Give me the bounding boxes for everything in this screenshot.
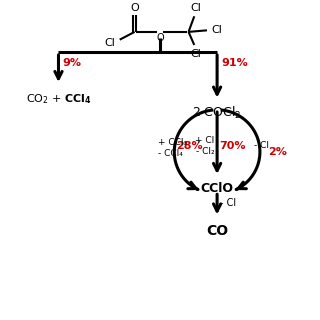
Text: + Cl: + Cl (195, 136, 215, 146)
Text: Cl: Cl (212, 25, 222, 35)
Text: 91%: 91% (221, 58, 248, 68)
Text: - CCl₄: - CCl₄ (158, 149, 183, 158)
Text: CClO: CClO (201, 182, 234, 195)
Text: - Cl: - Cl (253, 141, 268, 150)
Text: 70%: 70% (220, 141, 246, 151)
Text: Cl: Cl (190, 3, 201, 12)
Text: CO$_2$ + $\bf{CCl_4}$: CO$_2$ + $\bf{CCl_4}$ (26, 93, 91, 107)
Text: - Cl₂: - Cl₂ (196, 148, 215, 156)
Text: 2%: 2% (268, 147, 287, 157)
Text: 9%: 9% (62, 58, 81, 68)
Text: O: O (156, 33, 164, 43)
Text: 28%: 28% (176, 141, 203, 151)
Text: 2 COCl$_2$: 2 COCl$_2$ (192, 105, 242, 121)
Text: + CCl₃: + CCl₃ (158, 138, 188, 147)
Text: Cl: Cl (190, 49, 201, 59)
Text: O: O (130, 3, 139, 12)
Text: - Cl: - Cl (220, 198, 236, 208)
Text: Cl: Cl (104, 38, 115, 48)
Text: CO: CO (206, 224, 228, 237)
